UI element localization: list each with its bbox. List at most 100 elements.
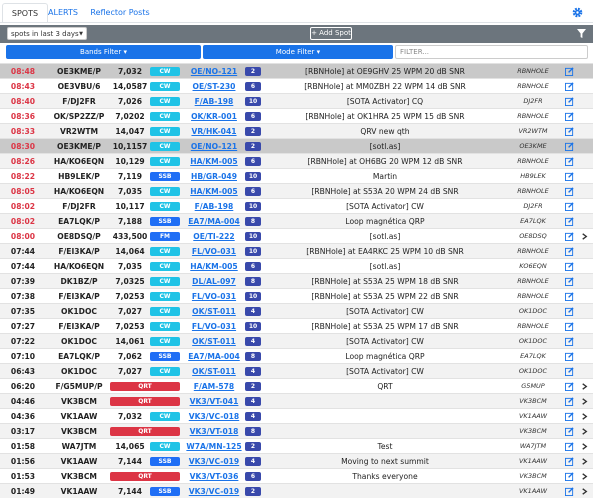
edit-icon[interactable] — [565, 82, 574, 91]
summit-link[interactable]: FL/VO-031 — [191, 247, 237, 256]
expand-icon[interactable] — [580, 427, 589, 436]
summit-count: 10 — [245, 292, 261, 301]
edit-icon[interactable] — [565, 262, 574, 271]
edit-icon[interactable] — [565, 457, 574, 466]
edit-icon[interactable] — [565, 127, 574, 136]
edit-icon[interactable] — [565, 232, 574, 241]
summit-link[interactable]: HB/GR-049 — [190, 172, 237, 181]
expand-icon[interactable] — [580, 232, 589, 241]
edit-icon[interactable] — [565, 337, 574, 346]
edit-icon[interactable] — [565, 427, 574, 436]
mode-badge: CW — [150, 67, 180, 76]
edit-icon[interactable] — [565, 352, 574, 361]
expand-icon[interactable] — [580, 397, 589, 406]
summit-link[interactable]: FL/VO-031 — [191, 322, 237, 331]
summit-count: 6 — [245, 472, 261, 481]
edit-icon[interactable] — [565, 202, 574, 211]
summit-link[interactable]: OK/KR-001 — [191, 112, 237, 121]
tab-alerts[interactable]: ALERTS — [48, 8, 78, 17]
filter-input[interactable]: FILTER... — [395, 45, 588, 59]
expand-icon[interactable] — [580, 472, 589, 481]
edit-icon[interactable] — [565, 112, 574, 121]
edit-icon[interactable] — [565, 187, 574, 196]
summit-count: 2 — [245, 487, 261, 496]
summit-count: 10 — [245, 247, 261, 256]
summit-link[interactable]: VK3/VT-041 — [189, 397, 239, 406]
summit-link[interactable]: OK/ST-011 — [192, 337, 236, 346]
summit-count: 4 — [245, 337, 261, 346]
spot-row: 08:36 OK/SP2ZZ/P 7,0202 CW OK/KR-001 6 [RBNHol… — [0, 108, 593, 123]
spot-callsign: OE3VBU/6 — [57, 82, 101, 91]
spot-row: 07:27 F/EI3KA/P 7,0253 CW FL/VO-031 10 [RBNHol… — [0, 318, 593, 333]
spot-frequency: 7,032 — [117, 67, 143, 76]
summit-link[interactable]: DL/AL-097 — [192, 277, 236, 286]
summit-link[interactable]: EA7/MA-004 — [188, 352, 240, 361]
edit-icon[interactable] — [565, 322, 574, 331]
edit-icon[interactable] — [565, 142, 574, 151]
summit-link[interactable]: OE/ST-230 — [192, 82, 236, 91]
spot-time: 08:40 — [10, 97, 36, 106]
summit-link[interactable]: EA7/MA-004 — [188, 217, 240, 226]
summit-link[interactable]: OK/ST-011 — [192, 307, 236, 316]
spot-comment: [RBNHole] at S53A 25 WPM 17 dB SNR — [311, 322, 459, 331]
spot-comment: [RBNHole] at OH6BG 20 WPM 12 dB SNR — [307, 157, 463, 166]
edit-icon[interactable] — [565, 442, 574, 451]
edit-icon[interactable] — [565, 172, 574, 181]
expand-icon[interactable] — [580, 487, 589, 496]
expand-icon[interactable] — [580, 382, 589, 391]
summit-link[interactable]: VK3/VT-036 — [189, 472, 239, 481]
edit-icon[interactable] — [565, 67, 574, 76]
summit-link[interactable]: VK3/VT-018 — [189, 427, 239, 436]
summit-link[interactable]: HA/KM-005 — [190, 187, 238, 196]
summit-count: 10 — [245, 172, 261, 181]
spot-callsign: OK1DOC — [61, 307, 97, 316]
edit-icon[interactable] — [565, 472, 574, 481]
period-select[interactable]: spots in last 3 days ▼ — [7, 27, 87, 40]
spot-time: 08:00 — [10, 232, 36, 241]
edit-icon[interactable] — [565, 397, 574, 406]
spot-spotter: RBNHOLE — [517, 322, 549, 330]
summit-link[interactable]: VK3/VC-019 — [188, 457, 240, 466]
summit-link[interactable]: VK3/VC-018 — [188, 412, 240, 421]
tab-spots[interactable]: SPOTS — [2, 3, 48, 23]
summit-link[interactable]: W7A/MN-125 — [186, 442, 242, 451]
edit-icon[interactable] — [565, 382, 574, 391]
mode-badge: CW — [150, 442, 180, 451]
spot-callsign: OK1DOC — [61, 337, 97, 346]
edit-icon[interactable] — [565, 412, 574, 421]
spot-time: 01:58 — [10, 442, 36, 451]
summit-link[interactable]: VK3/VC-019 — [188, 487, 240, 496]
tab-reflector[interactable]: Reflector Posts30 — [82, 3, 158, 36]
summit-link[interactable]: OE/NO-121 — [190, 142, 238, 151]
mode-badge: CW — [150, 82, 180, 91]
summit-link[interactable]: F/AB-198 — [194, 202, 234, 211]
edit-icon[interactable] — [565, 277, 574, 286]
settings-icon[interactable] — [572, 7, 583, 18]
summit-link[interactable]: HA/KM-005 — [190, 157, 238, 166]
summit-link[interactable]: FL/VO-031 — [191, 292, 237, 301]
expand-icon[interactable] — [580, 457, 589, 466]
edit-icon[interactable] — [565, 487, 574, 496]
summit-link[interactable]: HA/KM-005 — [190, 262, 238, 271]
edit-icon[interactable] — [565, 157, 574, 166]
summit-link[interactable]: VR/HK-041 — [191, 127, 237, 136]
edit-icon[interactable] — [565, 217, 574, 226]
edit-icon[interactable] — [565, 367, 574, 376]
edit-icon[interactable] — [565, 247, 574, 256]
summit-link[interactable]: OE/TI-222 — [193, 232, 235, 241]
expand-icon[interactable] — [580, 442, 589, 451]
bands-filter[interactable]: Bands Filter ▾ — [6, 45, 201, 59]
filter-icon[interactable] — [577, 29, 586, 38]
summit-link[interactable]: OK/ST-011 — [192, 367, 236, 376]
mode-filter[interactable]: Mode Filter ▾ — [203, 45, 393, 59]
edit-icon[interactable] — [565, 97, 574, 106]
summit-link[interactable]: F/AB-198 — [194, 97, 234, 106]
spot-frequency: 433,500 — [112, 232, 148, 241]
summit-link[interactable]: OE/NO-121 — [190, 67, 238, 76]
spot-time: 08:36 — [10, 112, 36, 121]
edit-icon[interactable] — [565, 292, 574, 301]
edit-icon[interactable] — [565, 307, 574, 316]
summit-link[interactable]: F/AM-578 — [193, 382, 235, 391]
add-spot-button[interactable]: + Add Spot — [310, 27, 352, 40]
expand-icon[interactable] — [580, 412, 589, 421]
